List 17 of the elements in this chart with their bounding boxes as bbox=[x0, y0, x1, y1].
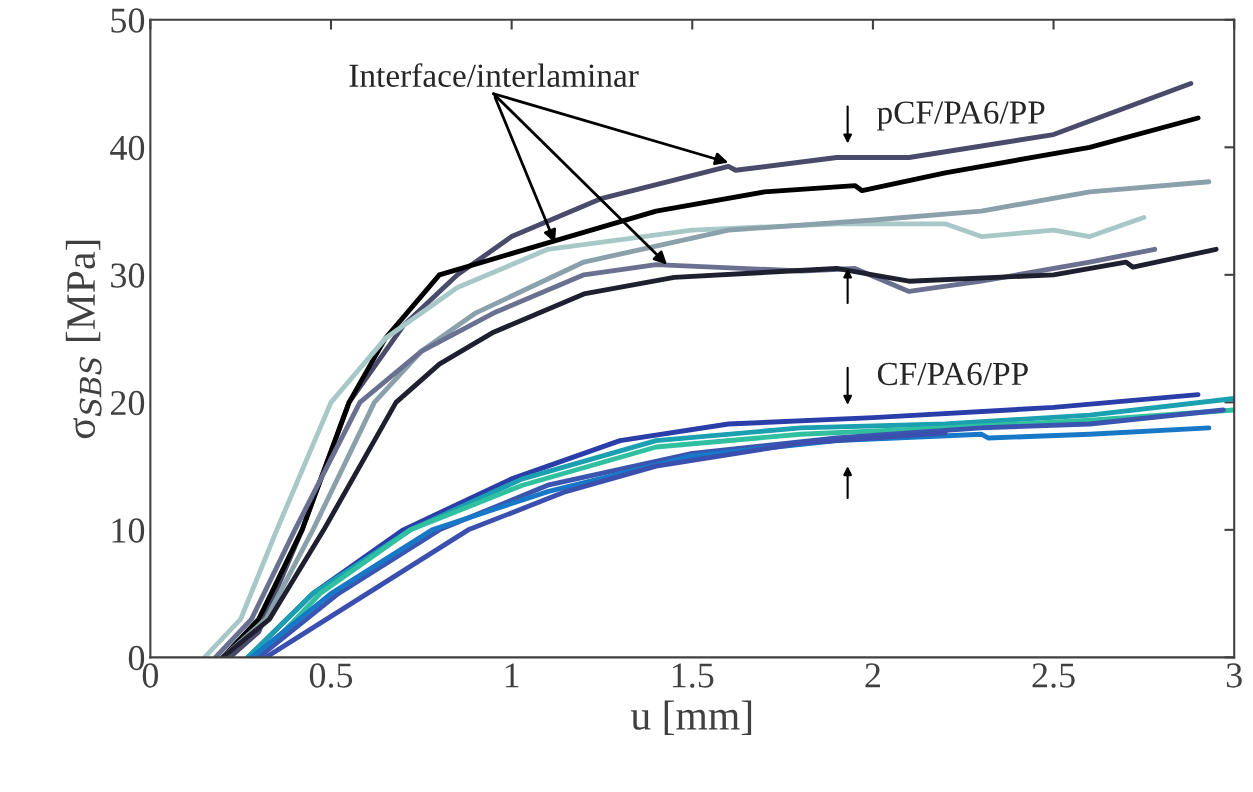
x-tick-label: 1 bbox=[505, 663, 519, 688]
x-tick-label: 1.5 bbox=[672, 663, 714, 688]
annotation: pCF/PA6/PP bbox=[877, 101, 1045, 131]
annotation: CF/PA6/PP bbox=[877, 362, 1028, 386]
y-tick-label: 10 bbox=[112, 518, 145, 543]
y-tick-label: 20 bbox=[110, 390, 145, 416]
x-tick-label: 2.5 bbox=[1032, 663, 1075, 688]
y-tick-label: 40 bbox=[110, 135, 145, 161]
x-tick-label: 2 bbox=[865, 663, 880, 688]
y-tick-label: 50 bbox=[111, 8, 145, 33]
x-axis-title: u [mm] bbox=[630, 700, 752, 736]
y-tick-label: 30 bbox=[111, 263, 145, 288]
x-tick-label: 0.5 bbox=[309, 663, 353, 688]
x-tick-label: 3 bbox=[1226, 663, 1242, 688]
annotation: Interface/interlaminar bbox=[349, 63, 639, 87]
y-tick-label: 0 bbox=[128, 645, 145, 671]
y-axis-title: σ$_{SBS}$ [MPa] bbox=[65, 240, 102, 439]
